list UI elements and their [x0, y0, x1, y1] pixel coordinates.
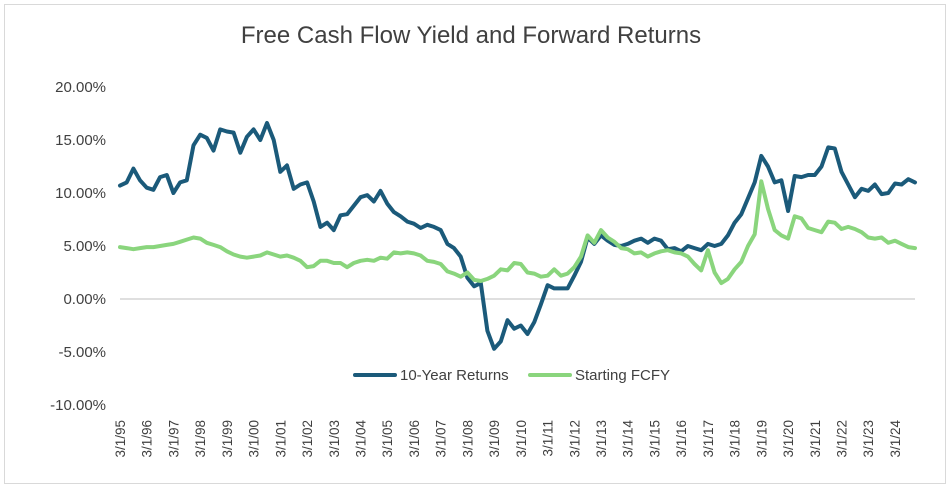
x-tick-label: 3/1/22	[835, 420, 850, 458]
y-tick-label: -10.00%	[50, 397, 106, 414]
x-tick-label: 3/1/16	[674, 420, 689, 458]
x-tick-label: 3/1/95	[113, 420, 128, 458]
series-line-returns	[118, 121, 917, 351]
x-tick-label: 3/1/19	[754, 420, 769, 458]
x-tick-label: 3/1/96	[140, 420, 155, 458]
series-line-fcfy	[118, 179, 917, 286]
x-tick-label: 3/1/17	[701, 420, 716, 458]
x-tick-label: 3/1/98	[193, 420, 208, 458]
x-tick-label: 3/1/02	[300, 420, 315, 458]
x-tick-label: 3/1/20	[781, 420, 796, 458]
legend-returns-label: 10-Year Returns	[400, 367, 509, 384]
x-tick-label: 3/1/13	[594, 420, 609, 458]
y-tick-label: 15.00%	[55, 132, 106, 149]
chart-title: Free Cash Flow Yield and Forward Returns	[240, 22, 702, 49]
x-tick-label: 3/1/08	[460, 420, 475, 458]
x-tick-label: 3/1/07	[434, 420, 449, 458]
x-tick-label: 3/1/15	[647, 420, 662, 458]
x-tick-label: 3/1/99	[220, 420, 235, 458]
x-tick-label: 3/1/12	[567, 420, 582, 458]
y-tick-label: 20.00%	[55, 79, 106, 96]
x-tick-label: 3/1/24	[888, 420, 903, 458]
x-tick-label: 3/1/04	[354, 420, 369, 458]
x-tick-label: 3/1/18	[728, 420, 743, 458]
x-tick-label: 3/1/14	[621, 420, 636, 458]
x-tick-label: 3/1/05	[380, 420, 395, 458]
legend-fcfy-label: Starting FCFY	[575, 367, 670, 384]
x-tick-label: 3/1/21	[808, 420, 823, 458]
x-tick-label: 3/1/23	[861, 420, 876, 458]
y-tick-label: 0.00%	[63, 291, 106, 308]
x-tick-label: 3/1/09	[487, 420, 502, 458]
x-tick-label: 3/1/11	[541, 420, 556, 457]
x-tick-label: 3/1/00	[247, 420, 262, 458]
x-tick-label: 3/1/01	[273, 420, 288, 458]
x-tick-label: 3/1/10	[514, 420, 529, 458]
y-tick-label: 5.00%	[63, 238, 106, 255]
x-tick-label: 3/1/03	[327, 420, 342, 458]
x-tick-label: 3/1/06	[407, 420, 422, 458]
x-tick-label: 3/1/97	[166, 420, 181, 458]
y-tick-label: -5.00%	[58, 344, 106, 361]
y-tick-label: 10.00%	[55, 185, 106, 202]
